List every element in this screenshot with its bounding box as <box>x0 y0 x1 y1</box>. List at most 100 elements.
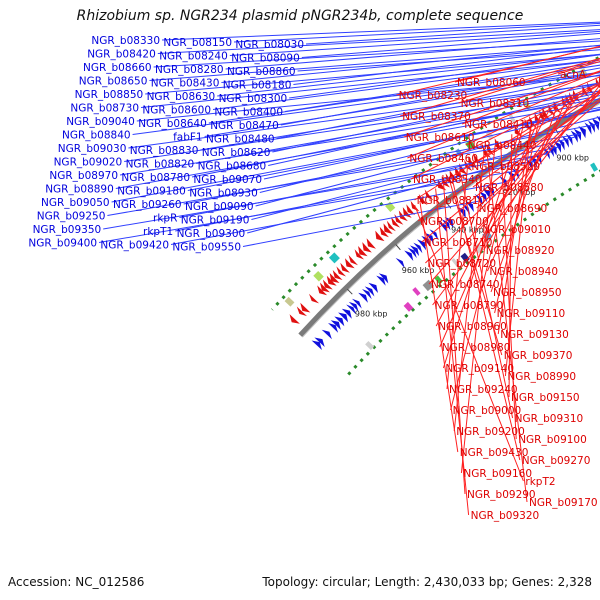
forward-gene-label: NGR_b08400 <box>214 107 283 119</box>
reverse-gene-label: NGR_b09000 <box>453 405 522 417</box>
forward-gene-arrow <box>368 282 378 293</box>
forward-gene-label: NGR_b08430 <box>151 78 220 90</box>
reverse-gene-label: NGR_b08980 <box>442 342 511 354</box>
forward-gene-arrow <box>561 135 569 148</box>
label-connector <box>301 32 600 58</box>
topology-summary: Topology: circular; Length: 2,430,033 bp… <box>262 575 592 589</box>
forward-gene-label: NGR_b09350 <box>33 224 102 236</box>
reverse-gene-arrow <box>473 153 482 165</box>
label-connector <box>276 74 600 139</box>
reverse-gene-label: NGR_b09200 <box>456 426 525 438</box>
label-connector <box>410 83 600 180</box>
tick-label: 920 kbp <box>503 188 536 197</box>
forward-gene-label: NGR_b08470 <box>210 120 279 132</box>
forward-gene-label: NGR_b09050 <box>41 197 110 209</box>
forward-gene-arrow <box>557 138 565 151</box>
label-connector <box>103 153 548 230</box>
reverse-gene-arrow <box>354 249 365 260</box>
label-connector <box>289 54 600 99</box>
feature-block <box>385 201 396 213</box>
forward-gene-label: NGR_b08850 <box>75 89 144 101</box>
reverse-gene-arrow <box>326 275 337 286</box>
forward-gene-label: NGR_b09250 <box>37 211 106 223</box>
feature-block <box>365 341 375 350</box>
forward-gene-label: NGR_b08620 <box>202 147 271 159</box>
forward-gene-label: NGR_b08240 <box>159 51 228 63</box>
tick-label: 940 kbp <box>451 226 484 235</box>
forward-gene-arrow <box>362 289 372 300</box>
forward-gene-arrow <box>348 301 359 312</box>
reverse-gene-arrow <box>348 254 358 266</box>
label-connector <box>149 44 600 81</box>
label-connector <box>212 59 600 110</box>
connector-layer <box>98 21 600 516</box>
reverse-gene-label: NGR_b08370 <box>402 111 471 123</box>
label-connector <box>280 67 600 126</box>
label-connector <box>157 29 600 54</box>
reverse-gene-label: acnA <box>560 69 587 81</box>
forward-gene-arrow <box>330 320 341 330</box>
forward-gene-label: NGR_b08780 <box>121 172 190 184</box>
label-connector <box>233 22 600 43</box>
reverse-gene-label: NGR_b08720 <box>427 258 496 270</box>
forward-gene-label: NGR_b09190 <box>181 215 250 227</box>
label-connector <box>435 188 470 516</box>
map-title: Rhizobium sp. NGR234 plasmid pNGR234b, c… <box>76 8 524 24</box>
feature-block <box>284 296 295 307</box>
feature-block <box>460 252 470 263</box>
reverse-gene-label: NGR_b09290 <box>467 489 536 501</box>
forward-gene-label: NGR_b09180 <box>117 186 186 198</box>
label-connector <box>145 54 600 95</box>
forward-gene-label: NGR_b08630 <box>147 91 216 103</box>
forward-gene-arrow <box>376 275 386 286</box>
reverse-gene-label: NGR_b09370 <box>504 350 573 362</box>
forward-gene-arrow <box>578 126 586 139</box>
forward-gene-arrow <box>553 140 561 153</box>
forward-gene-label: NGR_b08970 <box>49 170 118 182</box>
reverse-gene-label: NGR_b08310 <box>461 98 530 110</box>
reverse-gene-arrow <box>340 262 350 273</box>
label-connector <box>217 53 600 97</box>
reverse-gene-label: NGR_b09320 <box>471 510 540 522</box>
label-connector <box>442 128 521 369</box>
forward-gene-label: rkpT1 <box>143 226 173 238</box>
label-connector <box>170 181 505 245</box>
forward-gene-label: NGR_b08660 <box>83 62 152 74</box>
label-connector <box>460 145 496 474</box>
forward-gene-label: NGR_b09040 <box>66 116 135 128</box>
reverse-gene-label: NGR_b09130 <box>500 329 569 341</box>
reverse-gene-label: NGR_b09240 <box>449 384 518 396</box>
reverse-gene-arrow <box>345 258 355 269</box>
forward-gene-label: NGR_b08830 <box>130 145 199 157</box>
reverse-gene-label: NGR_b08520 <box>471 161 540 173</box>
reverse-gene-label: NGR_b09310 <box>515 413 584 425</box>
label-connector <box>490 105 558 293</box>
label-connector <box>414 204 524 482</box>
forward-gene-label: fabF1 <box>173 132 203 144</box>
feature-block <box>451 258 459 267</box>
reverse-gene-label: NGR_b09170 <box>529 497 598 509</box>
tick-label: 900 kbp <box>556 153 589 162</box>
forward-gene-arrow <box>584 122 592 135</box>
label-connector <box>483 95 576 251</box>
forward-gene-label: NGR_b08180 <box>223 80 292 92</box>
reverse-gene-arrow <box>375 230 385 242</box>
forward-gene-label: NGR_b09400 <box>28 238 97 250</box>
forward-gene-arrow <box>565 133 573 146</box>
reverse-gene-arrow <box>464 159 473 171</box>
reverse-gene-label: NGR_b08990 <box>507 371 576 383</box>
label-connector <box>161 21 600 41</box>
forward-gene-arrow <box>429 229 439 240</box>
forward-gene-label: NGR_b09090 <box>185 201 254 213</box>
reverse-gene-label: NGR_b08790 <box>435 300 504 312</box>
forward-gene-label: NGR_b08680 <box>198 161 267 173</box>
forward-gene-label: NGR_b09300 <box>177 228 246 240</box>
forward-gene-arrow <box>511 167 520 180</box>
feature-block <box>422 279 434 292</box>
label-connector <box>465 82 600 146</box>
tick-label: 980 kbp <box>355 310 388 319</box>
label-connector <box>458 59 600 104</box>
reverse-gene-label: NGR_b08740 <box>431 279 500 291</box>
reverse-gene-arrow <box>379 226 389 238</box>
